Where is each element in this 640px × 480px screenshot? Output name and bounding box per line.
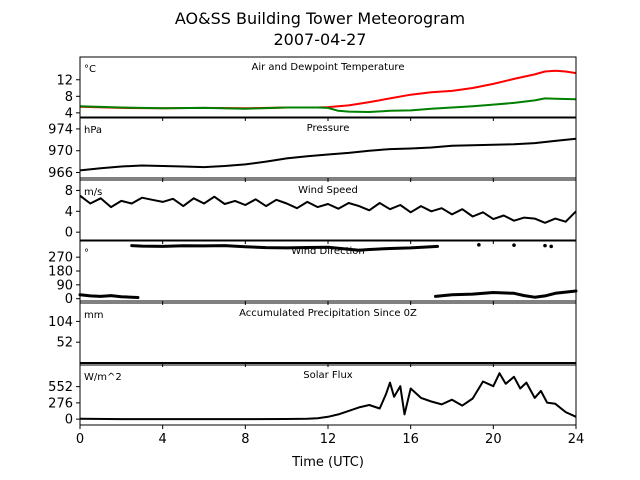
unit-label-2: m/s [84,187,102,198]
y-tick-label-5-2: 552 [48,380,73,395]
panel-title-2: Wind Speed [298,185,358,196]
x-tick-label-1: 4 [159,432,167,447]
x-axis: 0 4 8 12 16 20 24 [76,432,584,447]
unit-label-3: ° [84,248,89,259]
y-tick-label-3-0: 0 [65,292,73,307]
series-2-0 [79,194,577,224]
y-tick-label-1-1: 970 [48,144,73,159]
x-tick-label-5: 20 [485,432,502,447]
unit-label-1: hPa [84,125,102,136]
panel-title-5: Solar Flux [303,370,353,381]
panel-title-3: Wind Direction [291,246,365,257]
figure-title-line1: AO&SS Building Tower Meteorogram [175,9,465,28]
panel-title-4: Accumulated Precipitation Since 0Z [239,308,417,319]
panel-title-0: Air and Dewpoint Temperature [252,62,405,73]
y-tick-label-3-3: 270 [48,251,73,266]
y-tick-label-3-2: 180 [48,265,73,280]
unit-label-5: W/m^2 [84,372,122,383]
y-tick-label-4-1: 104 [48,315,73,330]
series-3-point-1 [512,243,516,247]
x-tick-label-6: 24 [568,432,585,447]
series-3-0-segment-0 [78,293,140,299]
y-tick-label-5-1: 276 [48,396,73,411]
panel-0: 48 12 °C Air and Dewpoint Temperature [56,56,577,121]
y-tick-label-2-0: 0 [65,226,73,241]
series-0-1 [79,97,577,113]
panel-1: 966 970 974 hPa Pressure [48,117,577,182]
series-5-0 [79,372,577,421]
x-tick-label-0: 0 [76,432,84,447]
x-axis-label: Time (UTC) [291,455,364,470]
y-tick-label-0-1: 8 [65,90,73,105]
y-tick-label-1-0: 966 [48,166,73,181]
y-tick-label-1-2: 974 [48,122,73,137]
series-3-point-0 [477,243,481,247]
series-3-point-3 [549,244,553,249]
series-1-0 [79,137,577,172]
figure-title-line2: 2007-04-27 [274,30,367,49]
panel-title-1: Pressure [307,123,350,134]
x-tick-label-2: 8 [241,432,249,447]
y-tick-label-2-2: 8 [65,184,73,199]
y-tick-label-0-0: 4 [65,106,73,121]
panel-2: 0 4 8 m/s Wind Speed [65,179,577,244]
y-tick-label-0-2: 12 [56,73,73,88]
x-tick-label-4: 16 [402,432,419,447]
x-tick-label-3: 12 [320,432,337,447]
unit-label-4: mm [84,310,103,321]
y-tick-label-5-0: 0 [65,413,73,428]
y-tick-label-2-1: 4 [65,205,73,220]
series-0-0 [79,69,577,110]
panel-4: 52 104 mm Accumulated Precipitation Since 0… [48,302,577,367]
series-3-0-segment-1 [130,244,439,252]
series-3-0-segment-2 [434,289,578,299]
y-tick-label-3-1: 90 [56,278,73,293]
y-tick-label-4-0: 52 [56,336,73,351]
unit-label-0: °C [84,64,96,75]
series-3-point-2 [543,243,547,248]
